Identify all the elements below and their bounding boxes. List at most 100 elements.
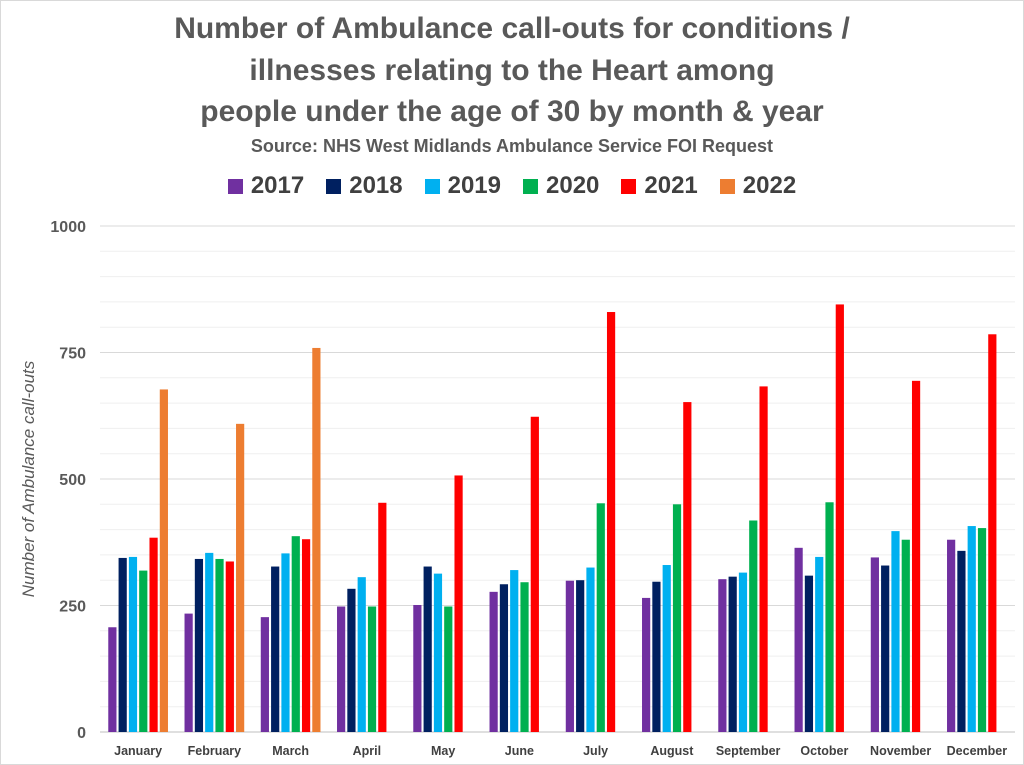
x-tick-label: November — [870, 744, 931, 758]
legend-label-2019: 2019 — [447, 172, 501, 199]
bar-may-2019 — [433, 573, 443, 732]
bar-september-2017 — [718, 579, 727, 732]
legend-item-2017: 2017 — [227, 172, 305, 200]
bar-february-2021 — [225, 561, 234, 732]
bar-june-2017 — [489, 591, 498, 732]
legend-label-2021: 2021 — [644, 172, 698, 199]
bar-july-2021 — [606, 312, 616, 732]
bar-january-2022 — [159, 389, 168, 732]
bar-november-2018 — [881, 565, 890, 732]
bar-october-2021 — [835, 304, 844, 732]
bar-december-2019 — [967, 526, 976, 732]
bar-november-2019 — [891, 531, 900, 732]
bar-november-2020 — [901, 539, 910, 732]
x-tick-label: March — [272, 744, 309, 758]
bar-april-2017 — [337, 606, 346, 732]
chart-subtitle: Source: NHS West Midlands Ambulance Serv… — [250, 136, 774, 156]
bar-july-2018 — [576, 580, 585, 732]
chart-legend: 2017 2018 2019 2020 2021 2022 — [0, 172, 1024, 200]
bar-december-2017 — [947, 539, 956, 732]
x-tick-label: June — [505, 744, 534, 758]
bar-december-2018 — [957, 550, 966, 732]
bar-may-2018 — [423, 566, 432, 732]
bar-july-2020 — [596, 503, 605, 732]
bar-october-2019 — [815, 556, 824, 732]
bar-june-2020 — [520, 582, 529, 732]
bar-february-2018 — [194, 558, 204, 732]
bar-february-2022 — [236, 423, 245, 732]
x-tick-label: January — [114, 744, 162, 758]
legend-item-2020: 2020 — [523, 172, 599, 200]
legend-swatch-2019 — [424, 178, 440, 194]
legend-swatch-2021 — [621, 178, 637, 194]
bar-august-2019 — [662, 565, 671, 732]
bar-september-2020 — [749, 520, 758, 732]
bar-august-2017 — [642, 597, 651, 732]
legend-swatch-2018 — [326, 178, 342, 194]
bar-april-2019 — [357, 577, 366, 732]
bar-december-2021 — [988, 334, 997, 732]
y-axis-label: Number of Ambulance call-outs — [19, 360, 38, 597]
bar-february-2019 — [205, 552, 214, 732]
bar-june-2019 — [510, 570, 519, 732]
bar-october-2018 — [804, 575, 814, 732]
bar-june-2018 — [499, 584, 509, 732]
bar-november-2021 — [911, 380, 921, 732]
bar-december-2020 — [977, 528, 987, 732]
bar-october-2017 — [794, 547, 803, 732]
bar-september-2018 — [728, 576, 737, 732]
y-tick-label: 250 — [59, 599, 86, 616]
chart-title-line-3: people under the age of 30 by month & ye… — [200, 95, 824, 128]
bar-march-2019 — [281, 553, 290, 732]
legend-label-2022: 2022 — [742, 172, 797, 199]
x-tick-label: September — [716, 744, 781, 758]
bar-september-2019 — [738, 572, 748, 732]
bar-august-2018 — [652, 581, 661, 732]
bar-may-2017 — [413, 604, 422, 732]
y-tick-label: 500 — [59, 472, 86, 489]
legend-label-2017: 2017 — [250, 172, 305, 199]
bar-september-2021 — [759, 386, 768, 732]
bar-march-2020 — [291, 536, 300, 732]
bar-january-2021 — [149, 537, 158, 732]
bar-june-2021 — [530, 416, 539, 732]
bar-january-2020 — [139, 570, 148, 732]
x-tick-label: July — [583, 744, 608, 758]
bar-april-2021 — [378, 502, 387, 732]
y-tick-label: 0 — [77, 725, 86, 742]
x-tick-label: February — [188, 744, 242, 758]
bar-march-2017 — [260, 617, 269, 732]
gridlines — [100, 225, 1015, 733]
bar-august-2021 — [683, 402, 692, 732]
bar-april-2018 — [347, 588, 356, 732]
bar-november-2017 — [870, 557, 879, 732]
y-tick-label: 1000 — [50, 219, 86, 236]
bar-july-2017 — [565, 580, 574, 732]
bar-march-2021 — [301, 539, 311, 732]
bar-october-2020 — [825, 502, 834, 732]
legend-item-2022: 2022 — [719, 172, 797, 200]
bar-february-2020 — [215, 558, 224, 732]
legend-item-2019: 2019 — [424, 172, 501, 200]
bar-february-2017 — [184, 613, 193, 732]
legend-swatch-2022 — [719, 178, 735, 194]
bar-may-2021 — [454, 475, 463, 732]
legend-item-2018: 2018 — [326, 172, 403, 200]
bar-january-2018 — [118, 557, 127, 732]
bar-march-2022 — [312, 347, 321, 732]
bar-may-2020 — [444, 606, 453, 732]
legend-swatch-2017 — [227, 178, 243, 194]
bar-august-2020 — [672, 504, 682, 732]
bar-april-2020 — [367, 606, 377, 732]
x-tick-label: October — [800, 744, 848, 758]
x-tick-label: May — [431, 744, 455, 758]
bar-january-2017 — [108, 627, 117, 732]
bar-january-2019 — [128, 556, 138, 732]
x-tick-label: April — [353, 744, 381, 758]
chart-title-line-2: illnesses relating to the Heart among — [249, 54, 775, 87]
bar-march-2018 — [271, 566, 280, 732]
x-tick-label: December — [947, 744, 1008, 758]
chart-title-line-1: Number of Ambulance call-outs for condit… — [174, 12, 850, 45]
bar-july-2019 — [586, 567, 595, 732]
